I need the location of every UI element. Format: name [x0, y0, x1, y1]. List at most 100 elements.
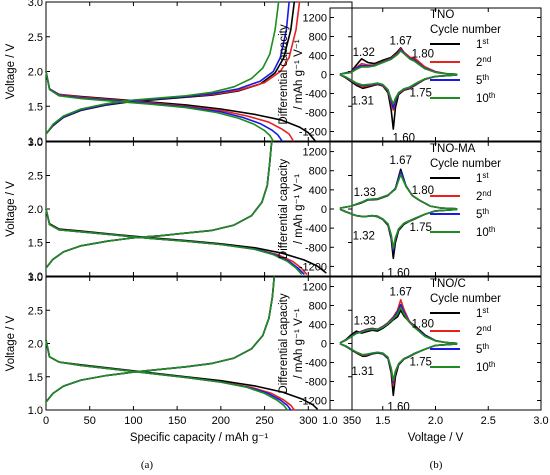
x-tick-label: 0	[43, 415, 49, 427]
series-10-charge-line	[339, 306, 458, 345]
y-tick-label: 0	[321, 339, 327, 351]
panel-a2: 1.0 1.5 2.0 2.5 3.0 Voltage / V	[5, 137, 353, 283]
peak-annotation: 1.75	[410, 222, 432, 234]
y-axis-label-line2: / mAh g⁻¹ V⁻¹	[293, 39, 305, 109]
legend-entry-10: 10th	[476, 360, 495, 375]
legend-entry-number: 5	[476, 75, 482, 87]
y-tick-label: 1200	[303, 13, 327, 25]
y-tick-label: 1.5	[28, 101, 43, 113]
legend-sample-name: TNO/C	[430, 278, 466, 290]
peak-annotation: 1.80	[412, 49, 434, 61]
peak-annotation: 1.60	[387, 268, 409, 280]
y-axis-label-line2: / mAh g⁻¹ V⁻¹	[293, 308, 305, 378]
series-5-charge-line	[45, 141, 273, 269]
y-tick-label: 1.0	[28, 405, 43, 417]
y-tick-label: 400	[309, 185, 327, 197]
plot-frame	[45, 276, 353, 411]
panel-a3: 1.0 1.5 2.0 2.5 3.0 0 50 100 150 200 250 300 350 Volt…	[5, 272, 361, 444]
y-tick-label: -1200	[299, 261, 327, 273]
y-tick-label: 3.0	[28, 272, 43, 284]
legend-entry-5: 5th	[476, 73, 489, 88]
series-10-discharge-line	[45, 70, 275, 142]
panel-b2: -1200 -800 -400 0 400 800 1200 1.67 1.33 1.80 1.75…	[278, 141, 542, 280]
y-axis-label: Voltage / V	[5, 315, 17, 371]
plot-frame	[45, 141, 353, 277]
y-tick-label: -800	[305, 242, 327, 254]
y-tick-label: 1.0	[28, 136, 43, 148]
x-tick-label: 100	[124, 415, 142, 427]
legend-entry-suffix: th	[482, 342, 489, 351]
panel-b3: -1200 -800 -400 0 400 800 1200 1.0 1.5 2.0 2.5 3.0 1…	[278, 276, 549, 444]
x-tick-label: 200	[212, 415, 230, 427]
panel-a1: 1.0 1.5 2.0 2.5 3.0 Voltage / V (a)	[5, 0, 353, 471]
y-tick-label: 2.5	[28, 32, 43, 44]
series-10-charge-line	[45, 276, 276, 403]
legend-entry-number: 5	[476, 209, 482, 221]
y-tick-label: 1200	[303, 147, 327, 159]
legend-sample-name: TNO	[430, 9, 454, 21]
y-tick-label: 800	[309, 301, 327, 313]
y-tick-label: 3.0	[28, 137, 43, 149]
legend-entry-2: 2nd	[476, 55, 491, 70]
y-tick-label: 400	[309, 51, 327, 63]
series-10-discharge-line	[339, 208, 458, 249]
series-10-discharge-line	[45, 208, 303, 275]
y-tick-label: 1.5	[28, 372, 43, 384]
legend-entry-number: 5	[476, 344, 482, 356]
x-tick-label: 1.0	[322, 415, 337, 427]
series-10-charge-line	[45, 1, 280, 135]
legend-entry-1: 1st	[476, 37, 489, 52]
peak-annotation: 1.60	[387, 402, 409, 414]
x-tick-label: 1.5	[375, 415, 390, 427]
x-axis-label: Voltage / V	[408, 432, 464, 444]
peak-annotation: 1.31	[352, 366, 374, 378]
legend-entry-number: 2	[476, 57, 482, 69]
peak-annotation: 1.80	[412, 319, 434, 331]
legend-entry-number: 10	[476, 362, 489, 374]
peak-annotation: 1.60	[393, 133, 415, 145]
y-tick-label: 1.0	[28, 271, 43, 283]
y-tick-label: 0	[321, 70, 327, 82]
legend-entry-suffix: th	[482, 207, 489, 216]
peak-annotation: 1.75	[410, 357, 432, 369]
y-tick-label: 2.0	[28, 339, 43, 351]
y-tick-label: -400	[305, 223, 327, 235]
series-10-discharge-line	[339, 74, 458, 105]
y-tick-label: -800	[305, 377, 327, 389]
y-tick-label: 1.5	[28, 238, 43, 250]
x-tick-label: 150	[168, 415, 186, 427]
series-10-charge-line	[339, 173, 458, 210]
y-tick-label: 2.0	[28, 67, 43, 79]
legend-entry-10: 10th	[476, 91, 495, 106]
legend-entry-suffix: st	[482, 37, 489, 46]
peak-annotation: 1.75	[410, 88, 432, 100]
peak-annotation: 1.32	[353, 230, 375, 242]
series-2-charge-line	[45, 1, 301, 135]
y-tick-label: 2.5	[28, 171, 43, 183]
series-10-charge-line	[45, 141, 273, 269]
peak-annotation: 1.80	[412, 185, 434, 197]
legend-entry-number: 1	[476, 39, 482, 51]
legend-entry-number: 1	[476, 173, 482, 185]
legend-entry-5: 5th	[476, 342, 489, 357]
legend-entry-suffix: st	[482, 306, 489, 315]
y-tick-label: -1200	[299, 396, 327, 408]
y-tick-label: 0	[321, 204, 327, 216]
legend-entry-10: 10th	[476, 225, 495, 240]
y-tick-label: 400	[309, 320, 327, 332]
series-1-charge-line	[45, 141, 273, 269]
x-tick-label: 50	[84, 415, 96, 427]
series-10-charge-line	[339, 49, 458, 76]
legend-entry-suffix: th	[489, 91, 496, 100]
y-axis-label-line1: Differential capacity	[278, 24, 290, 124]
series-5-discharge-line	[45, 208, 305, 275]
legend-entry-2: 2nd	[476, 324, 491, 339]
y-tick-label: 3.0	[28, 0, 43, 9]
y-tick-label: 800	[309, 32, 327, 44]
legend-entry-5: 5th	[476, 207, 489, 222]
legend-entry-suffix: nd	[482, 324, 491, 333]
y-tick-label: 2.5	[28, 305, 43, 317]
peak-annotation: 1.32	[353, 47, 375, 59]
